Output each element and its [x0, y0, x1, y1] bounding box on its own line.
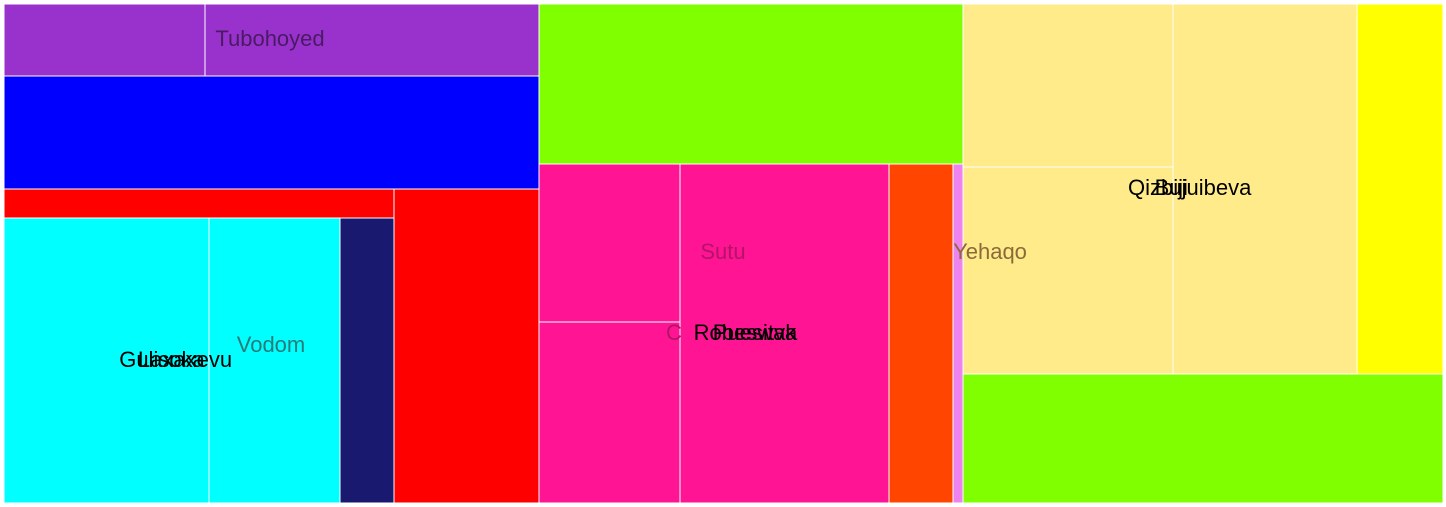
treemap-label-cb: C [666, 320, 682, 345]
treemap-tile-yellow [1356, 3, 1444, 375]
treemap-tile-robeswak [679, 163, 890, 504]
treemap-label-tubohoyed: Tubohoyed [215, 26, 324, 51]
treemap-label-laxaxevu: Laxaxevu [138, 347, 232, 372]
treemap-tile-green-bottom [962, 373, 1444, 504]
treemap-tile-red [393, 188, 540, 504]
treemap-tile-tubohoyed-a [3, 3, 206, 77]
treemap-tile-orange [888, 163, 954, 504]
treemap-tile-tubohoyed [204, 3, 540, 77]
treemap-label-puesitva: Puesitva [713, 320, 798, 345]
treemap-label-vodom: Vodom [237, 332, 306, 357]
treemap-label-sutu: Sutu [700, 239, 745, 264]
treemap-label-gulisoka: Gulisoka [119, 347, 205, 372]
treemap-tile-buiuibeva [1172, 3, 1358, 375]
treemap-tile-vodom [208, 217, 341, 504]
treemap-tile-navy [339, 217, 395, 504]
treemap-tile-red-strip [3, 188, 395, 219]
treemap-tile-green-top [538, 3, 964, 165]
treemap-label-buiuibeva: Bujuibeva [1155, 175, 1252, 200]
treemap-tile-yehaqo [952, 163, 964, 504]
treemap-tile-blue [3, 75, 540, 190]
treemap-tile-qizbiji [962, 3, 1174, 375]
treemap-tile-gulisoka [3, 217, 210, 504]
treemap-tile-sutu [538, 163, 681, 323]
treemap-label-qizbiji: Qizbiji [1128, 175, 1188, 200]
treemap-label-yehaqo: Yehaqo [953, 239, 1027, 264]
treemap-label-robeswak: Robeswak [694, 320, 798, 345]
treemap-tile-pink-low [538, 321, 681, 504]
